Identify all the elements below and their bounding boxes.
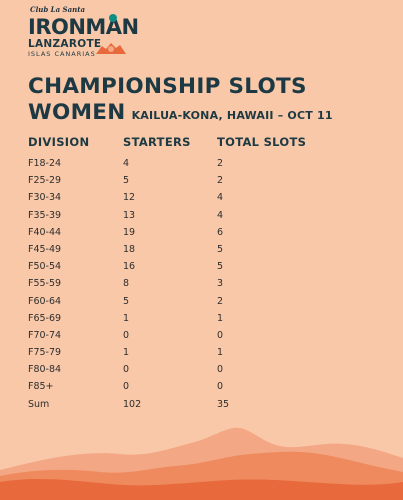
cell-division: F60-64 bbox=[28, 295, 62, 307]
table-row: F85+ 0 0 bbox=[28, 380, 388, 397]
cell-slots: 6 bbox=[217, 226, 224, 238]
ironman-dot-icon bbox=[109, 14, 117, 22]
club-la-santa-text: Club La Santa bbox=[30, 5, 85, 14]
cell-starters: 5 bbox=[123, 175, 130, 187]
cell-slots: 0 bbox=[217, 364, 224, 376]
table-row: F50-54 16 5 bbox=[28, 260, 388, 277]
mountain-landscape bbox=[0, 427, 403, 500]
cell-starters: 0 bbox=[123, 381, 130, 393]
slots-table: F18-24 4 2 F25-29 5 2 F30-34 12 4 F35-39 13 4 F4… bbox=[28, 157, 388, 415]
cell-division: F40-44 bbox=[28, 226, 62, 238]
cell-division: F50-54 bbox=[28, 261, 62, 273]
cell-starters: 12 bbox=[123, 192, 136, 204]
ironman-wordmark: IRONMAN bbox=[28, 15, 139, 39]
cell-starters: 102 bbox=[123, 398, 142, 410]
ironman-lanzarote-logo: Club La Santa IRONMAN LANZAROTE ISLAS CA… bbox=[28, 5, 139, 62]
table-row: F55-59 8 3 bbox=[28, 277, 388, 294]
cell-division: F30-34 bbox=[28, 192, 62, 204]
cell-starters: 1 bbox=[123, 347, 130, 359]
table-row: F40-44 19 6 bbox=[28, 226, 388, 243]
cell-starters: 16 bbox=[123, 261, 136, 273]
cell-division: Sum bbox=[28, 398, 50, 410]
cell-starters: 19 bbox=[123, 226, 136, 238]
cell-slots: 5 bbox=[217, 243, 224, 255]
cell-slots: 1 bbox=[217, 347, 224, 359]
cell-starters: 8 bbox=[123, 278, 130, 290]
cell-slots: 4 bbox=[217, 192, 224, 204]
cell-slots: 3 bbox=[217, 278, 224, 290]
table-row: F30-34 12 4 bbox=[28, 191, 388, 208]
cell-starters: 4 bbox=[123, 158, 130, 169]
table-row: F75-79 1 1 bbox=[28, 346, 388, 363]
event-location: KAILUA-KONA, HAWAII – OCT 11 bbox=[131, 109, 333, 122]
table-row: F70-74 0 0 bbox=[28, 329, 388, 346]
cell-slots: 4 bbox=[217, 209, 224, 221]
cell-division: F25-29 bbox=[28, 175, 62, 187]
cell-slots: 2 bbox=[217, 158, 224, 169]
cell-slots: 2 bbox=[217, 295, 224, 307]
table-row: F60-64 5 2 bbox=[28, 295, 388, 312]
cell-division: F55-59 bbox=[28, 278, 62, 290]
cell-starters: 18 bbox=[123, 243, 136, 255]
table-row: F35-39 13 4 bbox=[28, 209, 388, 226]
sunset-mountain-icon bbox=[96, 43, 126, 54]
cell-starters: 5 bbox=[123, 295, 130, 307]
cell-division: F18-24 bbox=[28, 158, 62, 169]
header-starters: STARTERS bbox=[123, 135, 191, 149]
cell-slots: 1 bbox=[217, 312, 224, 324]
cell-slots: 0 bbox=[217, 381, 224, 393]
subtitle-row: WOMEN KAILUA-KONA, HAWAII – OCT 11 bbox=[28, 100, 333, 126]
cell-division: F65-69 bbox=[28, 312, 62, 324]
page-subtitle: WOMEN bbox=[28, 100, 126, 125]
cell-starters: 1 bbox=[123, 312, 130, 324]
cell-starters: 13 bbox=[123, 209, 136, 221]
page-title: CHAMPIONSHIP SLOTS bbox=[28, 74, 307, 99]
logo-location: LANZAROTE bbox=[28, 38, 102, 50]
cell-starters: 0 bbox=[123, 364, 130, 376]
cell-slots: 2 bbox=[217, 175, 224, 187]
header-total-slots: TOTAL SLOTS bbox=[217, 135, 307, 149]
table-row: F25-29 5 2 bbox=[28, 174, 388, 191]
table-row: F65-69 1 1 bbox=[28, 312, 388, 329]
cell-slots: 5 bbox=[217, 261, 224, 273]
mountain-near bbox=[0, 478, 403, 500]
cell-slots: 0 bbox=[217, 329, 224, 341]
table-row: F80-84 0 0 bbox=[28, 363, 388, 380]
table-row-sum: Sum 102 35 bbox=[28, 398, 388, 415]
logo-region: ISLAS CANARIAS bbox=[28, 50, 96, 58]
table-header: DIVISION STARTERS TOTAL SLOTS bbox=[28, 135, 388, 151]
table-row: F45-49 18 5 bbox=[28, 243, 388, 260]
header-division: DIVISION bbox=[28, 135, 90, 149]
cell-slots: 35 bbox=[217, 398, 230, 410]
cell-division: F70-74 bbox=[28, 329, 62, 341]
table-row: F18-24 4 2 bbox=[28, 157, 388, 174]
cell-division: F45-49 bbox=[28, 243, 62, 255]
cell-starters: 0 bbox=[123, 329, 130, 341]
cell-division: F85+ bbox=[28, 381, 54, 393]
cell-division: F80-84 bbox=[28, 364, 62, 376]
cell-division: F75-79 bbox=[28, 347, 62, 359]
cell-division: F35-39 bbox=[28, 209, 62, 221]
